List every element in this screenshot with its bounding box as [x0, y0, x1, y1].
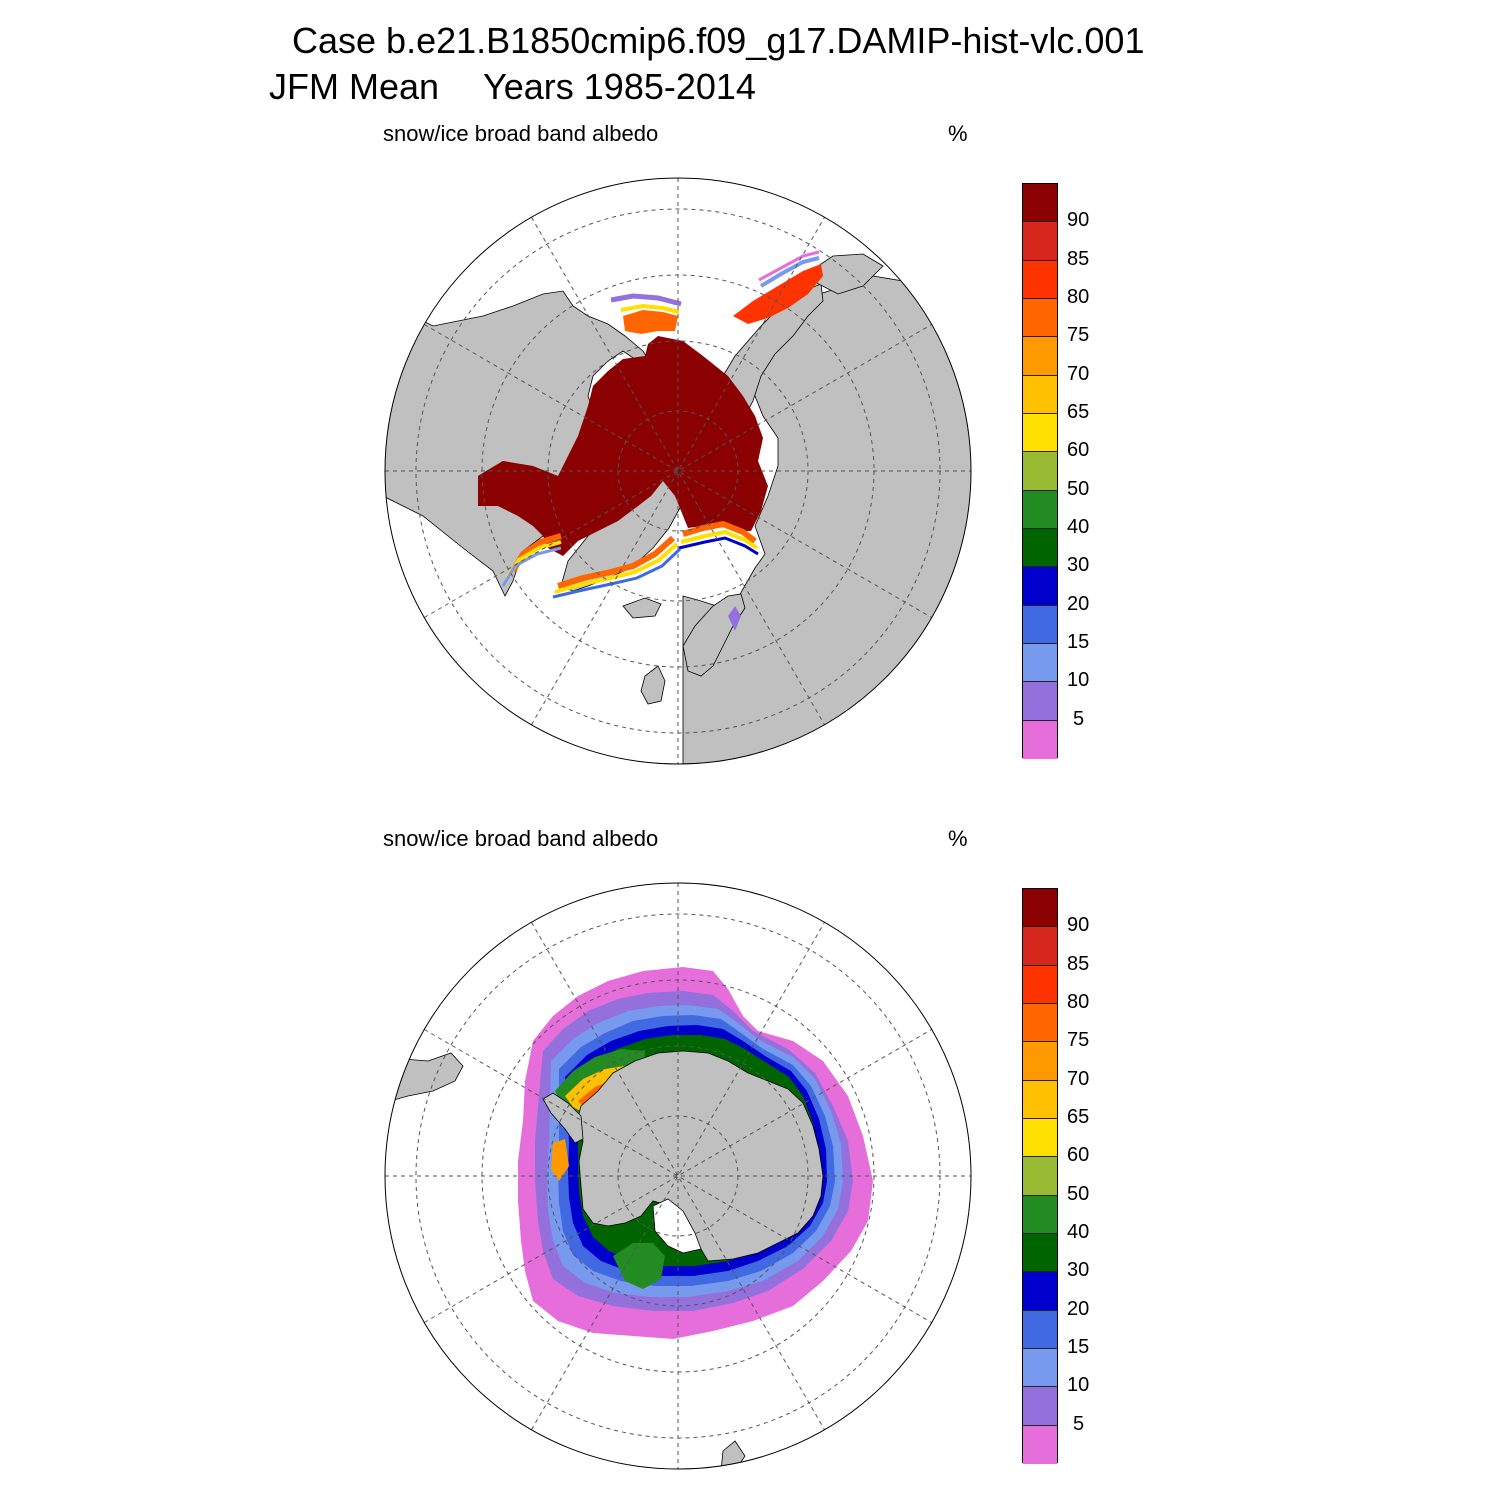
- colorbar-tick-label: 30: [1067, 1259, 1090, 1282]
- colorbar-tick-label: 90: [1067, 209, 1090, 232]
- nh-ice-fram-edge: [682, 520, 757, 544]
- colorbar-tick-label: 40: [1067, 1221, 1090, 1243]
- colorbar-segment: [1023, 1233, 1057, 1273]
- colorbar-tick-label: 70: [1067, 1067, 1090, 1090]
- colorbar-tick-label: 15: [1067, 631, 1090, 653]
- colorbar-segment: [1023, 298, 1057, 338]
- colorbar-tick-label: 20: [1067, 1297, 1090, 1320]
- nh-ice-okhotsk: [733, 264, 823, 324]
- nh-ice-fram-edge-2: [680, 529, 759, 550]
- colorbar-tick-label: 75: [1067, 1029, 1090, 1052]
- colorbar-segment: [1023, 1387, 1057, 1426]
- colorbar-tick-label: 85: [1067, 952, 1090, 975]
- panel-2-unit-label: %: [948, 826, 968, 851]
- nh-ice-fram-edge-3: [678, 536, 759, 556]
- sh-ice-bellingshausen: [551, 1139, 569, 1181]
- colorbar-tick-label: 60: [1067, 439, 1090, 462]
- colorbar-segment: [1023, 1080, 1057, 1119]
- nh-ice-bering: [623, 310, 678, 334]
- colorbar-segment: [1023, 605, 1057, 644]
- colorbar-tick-label: 65: [1067, 401, 1090, 423]
- colorbar-segment: [1023, 490, 1057, 529]
- colorbar-segment: [1023, 1272, 1057, 1311]
- years-label: Years 1985-2014: [483, 66, 756, 107]
- nh-ice-labrador-edge-3: [501, 546, 562, 587]
- colorbar-segment: [1023, 452, 1057, 491]
- colorbar-segment: [1023, 643, 1057, 683]
- colorbar-tick-label: 90: [1067, 914, 1090, 937]
- colorbar-segment: [1023, 528, 1057, 568]
- colorbar-tick-label: 10: [1067, 669, 1090, 692]
- season-title: JFM Mean Years 1985-2014: [269, 66, 756, 108]
- colorbar-tick-label: 80: [1067, 286, 1090, 308]
- colorbar-segment: [1023, 1003, 1057, 1043]
- colorbar-segment: [1023, 337, 1057, 376]
- nh-ice-arctic-core: [478, 336, 768, 556]
- colorbar-segment: [1023, 927, 1057, 966]
- sh-ross-ice-shelf: [652, 1198, 702, 1254]
- colorbar-segment: [1023, 375, 1057, 414]
- nh-land-asia-east: [802, 253, 884, 295]
- colorbar-tick-label: 50: [1067, 1182, 1090, 1205]
- nh-map-border: [384, 177, 972, 765]
- nh-ice-hudson: [478, 461, 538, 506]
- colorbar-tick-label: 15: [1067, 1336, 1090, 1358]
- colorbar-segment: [1023, 1425, 1057, 1464]
- colorbar-segment: [1023, 965, 1057, 1004]
- colorbar-segment: [1023, 260, 1057, 299]
- colorbar-tick-label: 60: [1067, 1144, 1090, 1167]
- nh-ice-bering-edge: [610, 293, 682, 307]
- sh-polar-map: [384, 882, 972, 1470]
- colorbar-tick-label: 5: [1073, 1412, 1085, 1435]
- colorbar-tick-label: 20: [1067, 592, 1090, 615]
- sh-land-antarctica: [574, 1050, 824, 1262]
- nh-ice-okhotsk-edge-2: [758, 250, 820, 282]
- nh-land-iceland: [622, 597, 662, 619]
- colorbar-tick-label: 80: [1067, 991, 1090, 1013]
- nh-ice-bering-edge-2: [620, 303, 680, 314]
- colorbar-tick-label: 5: [1073, 707, 1085, 730]
- colorbar-segment: [1023, 222, 1057, 261]
- colorbar-tick-label: 75: [1067, 324, 1090, 347]
- panel-2-variable-label: snow/ice broad band albedo: [383, 826, 659, 851]
- nh-ice-baltic: [728, 606, 741, 631]
- sh-ice-ross-40: [613, 1243, 665, 1289]
- sh-colorbar: [1022, 888, 1058, 1464]
- nh-graticule: [385, 178, 971, 764]
- nh-ice-greenland-sea-edge-2: [554, 542, 679, 594]
- nh-ice-greenland-sea-edge: [557, 535, 675, 589]
- colorbar-segment: [1023, 413, 1057, 453]
- nh-ice-okhotsk-edge: [759, 256, 820, 288]
- colorbar-segment: [1023, 1042, 1057, 1081]
- panel-1-unit-label: %: [948, 121, 968, 146]
- colorbar-tick-label: 50: [1067, 477, 1090, 500]
- colorbar-segment: [1023, 1118, 1057, 1158]
- sh-land-antarctic-peninsula: [542, 1092, 584, 1144]
- sh-graticule: [385, 883, 971, 1469]
- colorbar-tick-label: 65: [1067, 1106, 1090, 1128]
- colorbar-segment: [1023, 1195, 1057, 1234]
- sh-map-border: [384, 882, 972, 1470]
- colorbar-segment: [1023, 1157, 1057, 1196]
- nh-ice-greenland-sea-edge-3: [552, 547, 682, 599]
- colorbar-segment: [1023, 567, 1057, 606]
- colorbar-segment: [1023, 1348, 1057, 1388]
- colorbar-segment: [1023, 889, 1057, 928]
- case-title: Case b.e21.B1850cmip6.f09_g17.DAMIP-hist…: [292, 20, 1145, 61]
- colorbar-tick-label: 30: [1067, 554, 1090, 577]
- colorbar-tick-label: 10: [1067, 1374, 1090, 1397]
- panel-1-variable-label: snow/ice broad band albedo: [383, 121, 659, 146]
- nh-colorbar: [1022, 183, 1058, 759]
- nh-polar-map: [384, 177, 972, 765]
- colorbar-tick-label: 40: [1067, 516, 1090, 538]
- colorbar-segment: [1023, 184, 1057, 223]
- nh-land-uk: [640, 665, 666, 705]
- season-label: JFM Mean: [269, 66, 440, 107]
- colorbar-tick-label: 85: [1067, 247, 1090, 270]
- colorbar-segment: [1023, 1310, 1057, 1349]
- colorbar-segment: [1023, 720, 1057, 759]
- colorbar-tick-label: 70: [1067, 362, 1090, 385]
- colorbar-segment: [1023, 682, 1057, 721]
